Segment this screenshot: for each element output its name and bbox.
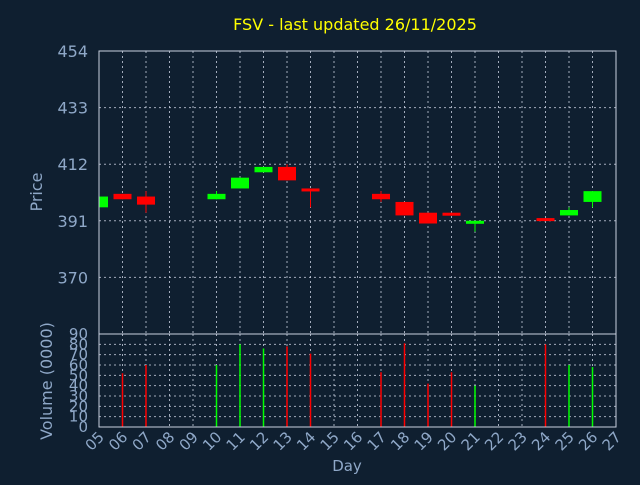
candle-body [419,212,437,224]
candle-body [372,193,390,200]
day-tick-label: 19 [411,428,437,454]
candle-body [231,177,249,189]
candle-body [207,193,226,200]
price-grid [98,50,617,334]
volume-tick-label: 10 [69,408,88,426]
candle-body [278,166,296,181]
volume-tick-label: 20 [69,397,88,415]
candle-body [583,191,602,202]
day-tick-label: 24 [528,428,554,454]
volume-tick-label: 60 [69,356,88,374]
volume-tick-label: 70 [69,346,88,364]
day-tick-label: 14 [293,428,319,454]
price-tick-label: 433 [57,99,88,118]
volume-tick-label: 30 [69,387,88,405]
candle-body [442,212,461,216]
day-tick-label: 27 [599,428,625,454]
day-tick-label: 08 [152,428,178,454]
day-tick-label: 20 [434,428,460,454]
day-tick-label: 13 [270,428,296,454]
day-tick-label: 12 [246,428,272,454]
day-tick-label: 10 [199,428,225,454]
candle-body [137,196,155,205]
candle-body [466,220,484,224]
volume-axis-label: Volume (0000) [37,322,56,440]
day-tick-label: 23 [505,428,531,454]
volume-tick-label: 90 [69,325,88,343]
candle-body [113,193,132,200]
price-axis-label: Price [27,172,46,211]
day-tick-label: 26 [575,428,601,454]
volume-tick-label: 0 [78,418,88,436]
price-tick-label: 370 [57,268,88,287]
day-tick-label: 22 [481,428,507,454]
day-tick-labels: 0506070809101112131415161718192021222324… [82,428,625,454]
price-tick-labels: 454 433 412 391 370 [57,42,88,287]
candle-body [254,166,273,173]
candle-body [99,196,108,208]
candle-body [301,188,320,192]
chart-title: FSV - last updated 26/11/2025 [233,15,477,34]
candle-series [98,164,602,232]
volume-tick-label: 80 [69,335,88,353]
day-tick-label: 25 [552,428,578,454]
day-tick-label: 11 [223,428,249,454]
candle-body [536,218,555,222]
day-tick-label: 09 [176,428,202,454]
day-tick-label: 17 [364,428,390,454]
volume-tick-label: 40 [69,377,88,395]
day-tick-label: 07 [129,428,155,454]
day-tick-label: 16 [340,428,366,454]
volume-series [121,343,594,427]
volume-grid [98,333,617,428]
volume-tick-label: 50 [69,366,88,384]
price-tick-label: 391 [57,212,88,231]
candle-body [560,210,578,216]
price-tick-label: 412 [57,155,88,174]
day-tick-label: 15 [317,428,343,454]
volume-plot-frame [98,333,617,428]
price-tick-label: 454 [57,42,88,61]
day-tick-label: 21 [458,428,484,454]
candle-body [395,201,414,216]
day-tick-label: 18 [387,428,413,454]
day-tick-label: 06 [105,428,131,454]
day-axis-label: Day [332,457,362,475]
